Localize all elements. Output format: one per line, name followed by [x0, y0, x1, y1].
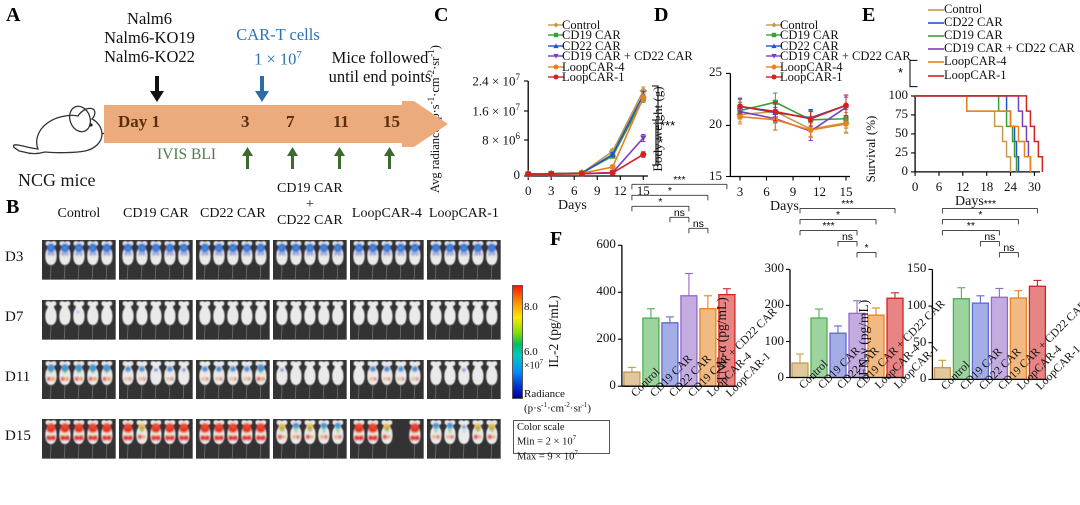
svg-text:ns: ns	[674, 207, 685, 219]
svg-text:ns: ns	[1003, 242, 1014, 254]
svg-text:*: *	[864, 242, 868, 254]
svg-text:***: ***	[841, 198, 853, 210]
svg-text:*: *	[836, 209, 840, 221]
svg-text:**: **	[967, 220, 975, 232]
svg-text:***: ***	[822, 220, 834, 232]
svg-text:ns: ns	[842, 231, 853, 243]
svg-text:*: *	[668, 185, 672, 197]
svg-text:***: ***	[984, 198, 996, 210]
svg-text:*: *	[658, 196, 662, 208]
svg-text:ns: ns	[693, 218, 704, 230]
svg-text:***: ***	[673, 174, 685, 186]
svg-text:*: *	[978, 209, 982, 221]
svg-text:ns: ns	[984, 231, 995, 243]
